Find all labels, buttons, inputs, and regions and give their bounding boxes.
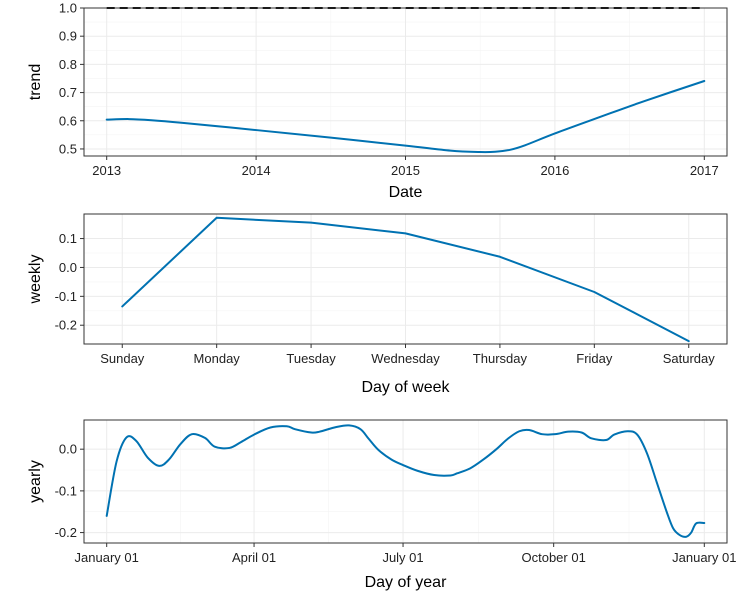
trend-x-axis-title: Date [389, 184, 423, 201]
weekly-y-tick-label: 0.1 [59, 231, 77, 246]
yearly-panel-background [84, 420, 727, 543]
trend-y-tick-label: 0.8 [59, 57, 77, 72]
trend-x-tick-label: 2015 [391, 163, 420, 178]
trend-y-tick-label: 0.9 [59, 29, 77, 44]
yearly-x-axis-title: Day of year [365, 574, 447, 591]
trend-y-tick-label: 1.0 [59, 1, 77, 16]
trend-y-tick-label: 0.6 [59, 113, 77, 128]
trend-y-tick-label: 0.5 [59, 141, 77, 156]
weekly-x-tick-label: Sunday [100, 351, 145, 366]
weekly-x-tick-label: Thursday [473, 351, 528, 366]
trend-x-tick-label: 2014 [242, 163, 271, 178]
weekly-x-tick-label: Saturday [663, 351, 716, 366]
weekly-y-tick-label: 0.0 [59, 260, 77, 275]
weekly-y-tick-label: -0.2 [55, 318, 77, 333]
yearly-x-tick-label: October 01 [522, 550, 586, 565]
weekly-x-tick-label: Tuesday [286, 351, 336, 366]
yearly-x-tick-label: July 01 [382, 550, 423, 565]
yearly-panel-border [83, 419, 728, 544]
yearly-y-tick-label: 0.0 [59, 442, 77, 457]
yearly-y-axis-title: yearly [27, 460, 44, 503]
trend-x-tick-label: 2013 [92, 163, 121, 178]
weekly-series-line [121, 216, 690, 343]
yearly-y-tick-label: -0.2 [55, 525, 77, 540]
weekly-y-tick-label: -0.1 [55, 289, 77, 304]
yearly-x-tick-label: April 01 [232, 550, 276, 565]
yearly-x-tick-label: January 01 [75, 550, 139, 565]
weekly-x-tick-label: Monday [194, 351, 241, 366]
trend-panel-group: 2013 2014 2015 2016 2017 0.5 0.6 0.7 0.8 0.9 1.0 Da… [27, 1, 728, 201]
weekly-x-tick-label: Wednesday [371, 351, 440, 366]
trend-series-line [105, 80, 706, 154]
trend-y-tick-label: 0.7 [59, 85, 77, 100]
yearly-series-line [105, 424, 706, 538]
weekly-y-axis-title: weekly [27, 255, 44, 305]
yearly-x-tick-label: January 01 [672, 550, 736, 565]
weekly-x-tick-label: Friday [576, 351, 613, 366]
weekly-panel-group: Sunday Monday Tuesday Wednesday Thursday Frid… [27, 213, 728, 396]
yearly-panel-group: January 01 April 01 July 01 October 01 Janua… [27, 419, 736, 591]
yearly-y-tick-label: -0.1 [55, 483, 77, 498]
trend-y-axis-title: trend [27, 64, 44, 100]
weekly-x-axis-title: Day of week [361, 379, 450, 396]
trend-x-tick-label: 2016 [540, 163, 569, 178]
trend-x-tick-label: 2017 [690, 163, 719, 178]
